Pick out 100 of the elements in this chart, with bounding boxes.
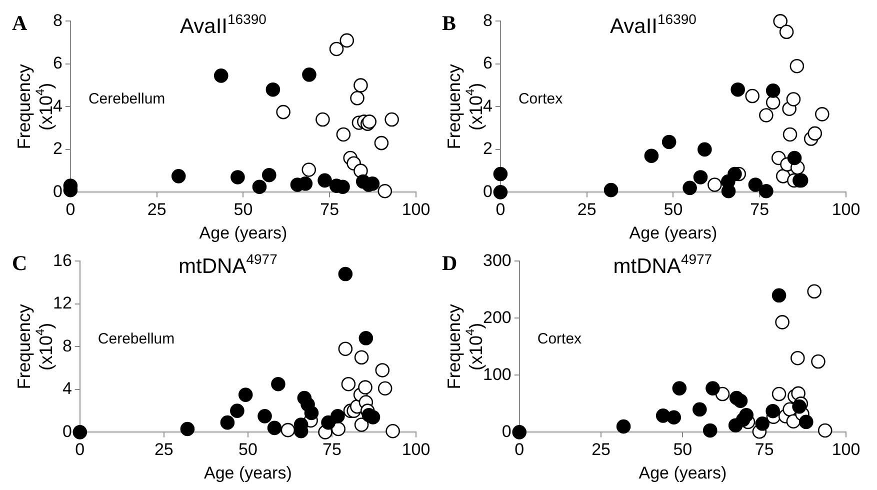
point	[759, 184, 774, 198]
point	[698, 142, 712, 157]
y-tick-label: 2	[482, 139, 492, 158]
x-tick-label: 50	[238, 440, 258, 460]
point	[375, 363, 390, 378]
x-tick-label: 25	[592, 440, 610, 460]
point	[230, 404, 244, 418]
x-tick-label: 100	[832, 200, 860, 220]
point	[728, 166, 742, 182]
point	[318, 173, 332, 188]
point	[715, 386, 730, 402]
x-tick-label: 25	[577, 200, 596, 220]
point	[341, 376, 356, 392]
point	[790, 350, 805, 366]
point	[316, 112, 330, 127]
annotation: Cortex	[537, 330, 582, 348]
point	[766, 95, 780, 110]
point	[214, 68, 228, 83]
point	[799, 414, 814, 430]
point	[682, 180, 697, 196]
y-tick-label: 0	[482, 182, 492, 201]
point	[792, 399, 806, 414]
x-axis-title: Age (years)	[629, 223, 718, 242]
point	[666, 410, 682, 425]
point	[733, 394, 748, 408]
point	[180, 422, 195, 436]
point	[72, 425, 88, 440]
y-tick-label: 8	[52, 10, 62, 30]
x-tick-label: 75	[322, 440, 342, 460]
point	[230, 170, 245, 184]
point	[358, 331, 374, 346]
x-tick-label: 0	[514, 440, 524, 460]
y-tick-label: 4	[62, 379, 72, 398]
point	[790, 58, 804, 74]
y-tick-label: 0	[502, 422, 512, 441]
point	[302, 162, 316, 177]
point	[220, 415, 235, 430]
point	[759, 108, 774, 122]
point	[329, 42, 344, 56]
point	[766, 404, 780, 418]
point	[811, 354, 826, 369]
point	[815, 107, 830, 122]
point	[171, 169, 186, 184]
x-tick-label: 50	[664, 200, 683, 220]
point	[818, 423, 832, 438]
point	[238, 388, 253, 402]
y-tick-label: 6	[52, 54, 62, 73]
text: D	[442, 251, 458, 275]
annotation: Cerebellum	[98, 330, 175, 348]
y-tick-label: 6	[482, 54, 492, 73]
x-tick-label: 75	[320, 200, 340, 220]
point	[262, 168, 276, 182]
point	[616, 419, 631, 434]
point	[782, 127, 798, 142]
point	[807, 284, 822, 299]
point	[730, 82, 745, 97]
point	[692, 402, 707, 417]
point	[706, 381, 720, 396]
y-tick-label: 300	[482, 250, 512, 270]
x-tick-label: 100	[402, 440, 430, 460]
x-tick-label: 50	[673, 440, 692, 460]
point	[808, 126, 822, 141]
point	[374, 136, 389, 150]
x-axis-title: Age (years)	[638, 463, 727, 482]
point	[766, 84, 780, 98]
annotation: Cortex	[518, 90, 564, 108]
y-tick-label: 0	[52, 182, 62, 201]
y-tick-label: 12	[52, 294, 72, 313]
text: C	[12, 251, 28, 275]
x-tick-label: 0	[75, 440, 85, 460]
point	[787, 150, 802, 166]
point	[672, 381, 687, 396]
point	[702, 423, 718, 438]
point	[276, 104, 290, 120]
point	[350, 91, 364, 106]
point	[354, 78, 368, 92]
point	[354, 350, 369, 365]
point	[604, 182, 618, 198]
point	[330, 409, 345, 424]
point	[779, 24, 794, 40]
point	[755, 416, 770, 431]
point	[340, 33, 354, 48]
point	[493, 166, 508, 182]
point	[358, 380, 372, 394]
point	[739, 408, 754, 422]
point	[271, 376, 286, 392]
text: A	[12, 11, 28, 35]
point	[662, 134, 676, 150]
point	[267, 420, 282, 436]
point	[336, 127, 351, 142]
x-tick-label: 25	[147, 200, 166, 220]
point	[252, 180, 267, 194]
point	[772, 288, 786, 303]
x-tick-label: 50	[234, 200, 253, 220]
point	[748, 178, 763, 192]
point	[302, 67, 316, 82]
point	[773, 14, 788, 28]
point	[378, 381, 392, 396]
point	[384, 112, 399, 127]
x-axis-title: Age (years)	[199, 223, 288, 242]
